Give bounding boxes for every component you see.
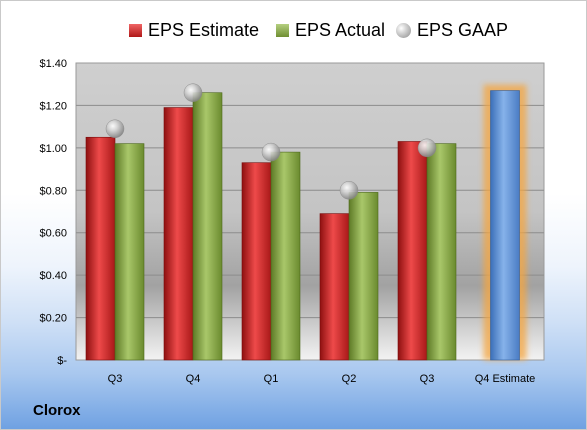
- y-tick-label: $0.20: [39, 313, 67, 325]
- y-tick-label: $0.60: [39, 228, 67, 240]
- y-tick-label: $-: [57, 355, 67, 367]
- legend-item-eps-actual: EPS Actual: [276, 16, 385, 44]
- bar-eps-estimate: [397, 141, 428, 361]
- marker-eps-gaap: [105, 119, 125, 139]
- bar-eps-estimate: [241, 162, 272, 361]
- marker-eps-gaap: [417, 138, 437, 158]
- company-name: Clorox: [33, 402, 81, 419]
- marker-eps-gaap: [261, 142, 281, 162]
- bar-eps-estimate: [85, 136, 116, 361]
- bar-eps-actual: [348, 192, 379, 361]
- y-tick-label: $1.20: [39, 100, 67, 112]
- x-tick-label: Q2: [342, 373, 357, 385]
- y-tick-label: $0.80: [39, 185, 67, 197]
- bar-eps-actual: [426, 143, 457, 361]
- legend-item-eps-gaap: EPS GAAP: [396, 16, 508, 44]
- bar-eps-estimate: [163, 107, 194, 361]
- x-tick-label: Q3: [108, 373, 123, 385]
- chart-legend: EPS Estimate EPS Actual EPS GAAP: [1, 16, 586, 46]
- legend-item-eps-estimate: EPS Estimate: [129, 16, 259, 44]
- bar-eps-actual: [192, 92, 223, 361]
- plot-area: [75, 62, 545, 361]
- y-tick-label: $1.40: [39, 58, 67, 70]
- legend-label-estimate: EPS Estimate: [148, 19, 260, 40]
- x-tick-label: Q4 Estimate: [475, 373, 536, 385]
- y-axis: $- $0.20 $0.40 $0.60 $0.80 $1.00 $1.20 $1.40: [39, 58, 67, 367]
- marker-eps-gaap: [183, 83, 203, 102]
- bar-eps-actual: [114, 143, 145, 361]
- legend-swatch-actual: [276, 23, 289, 37]
- x-tick-label: Q1: [264, 373, 279, 385]
- bar-eps-estimate: [319, 213, 350, 361]
- y-tick-label: $1.00: [39, 143, 67, 155]
- marker-eps-gaap: [339, 181, 359, 200]
- bars: [85, 83, 527, 361]
- gridlines: [76, 104, 544, 319]
- bar-q4-estimate: [490, 90, 520, 361]
- legend-label-actual: EPS Actual: [295, 19, 386, 40]
- bar-eps-actual: [270, 151, 301, 361]
- y-tick-label: $0.40: [39, 270, 67, 282]
- x-tick-label: Q3: [420, 373, 435, 385]
- x-axis: Q3 Q4 Q1 Q2 Q3 Q4 Estimate: [108, 373, 536, 385]
- legend-label-gaap: EPS GAAP: [417, 19, 509, 40]
- x-tick-label: Q4: [186, 373, 201, 385]
- legend-swatch-gaap: [396, 22, 411, 38]
- legend-swatch-estimate: [129, 23, 142, 37]
